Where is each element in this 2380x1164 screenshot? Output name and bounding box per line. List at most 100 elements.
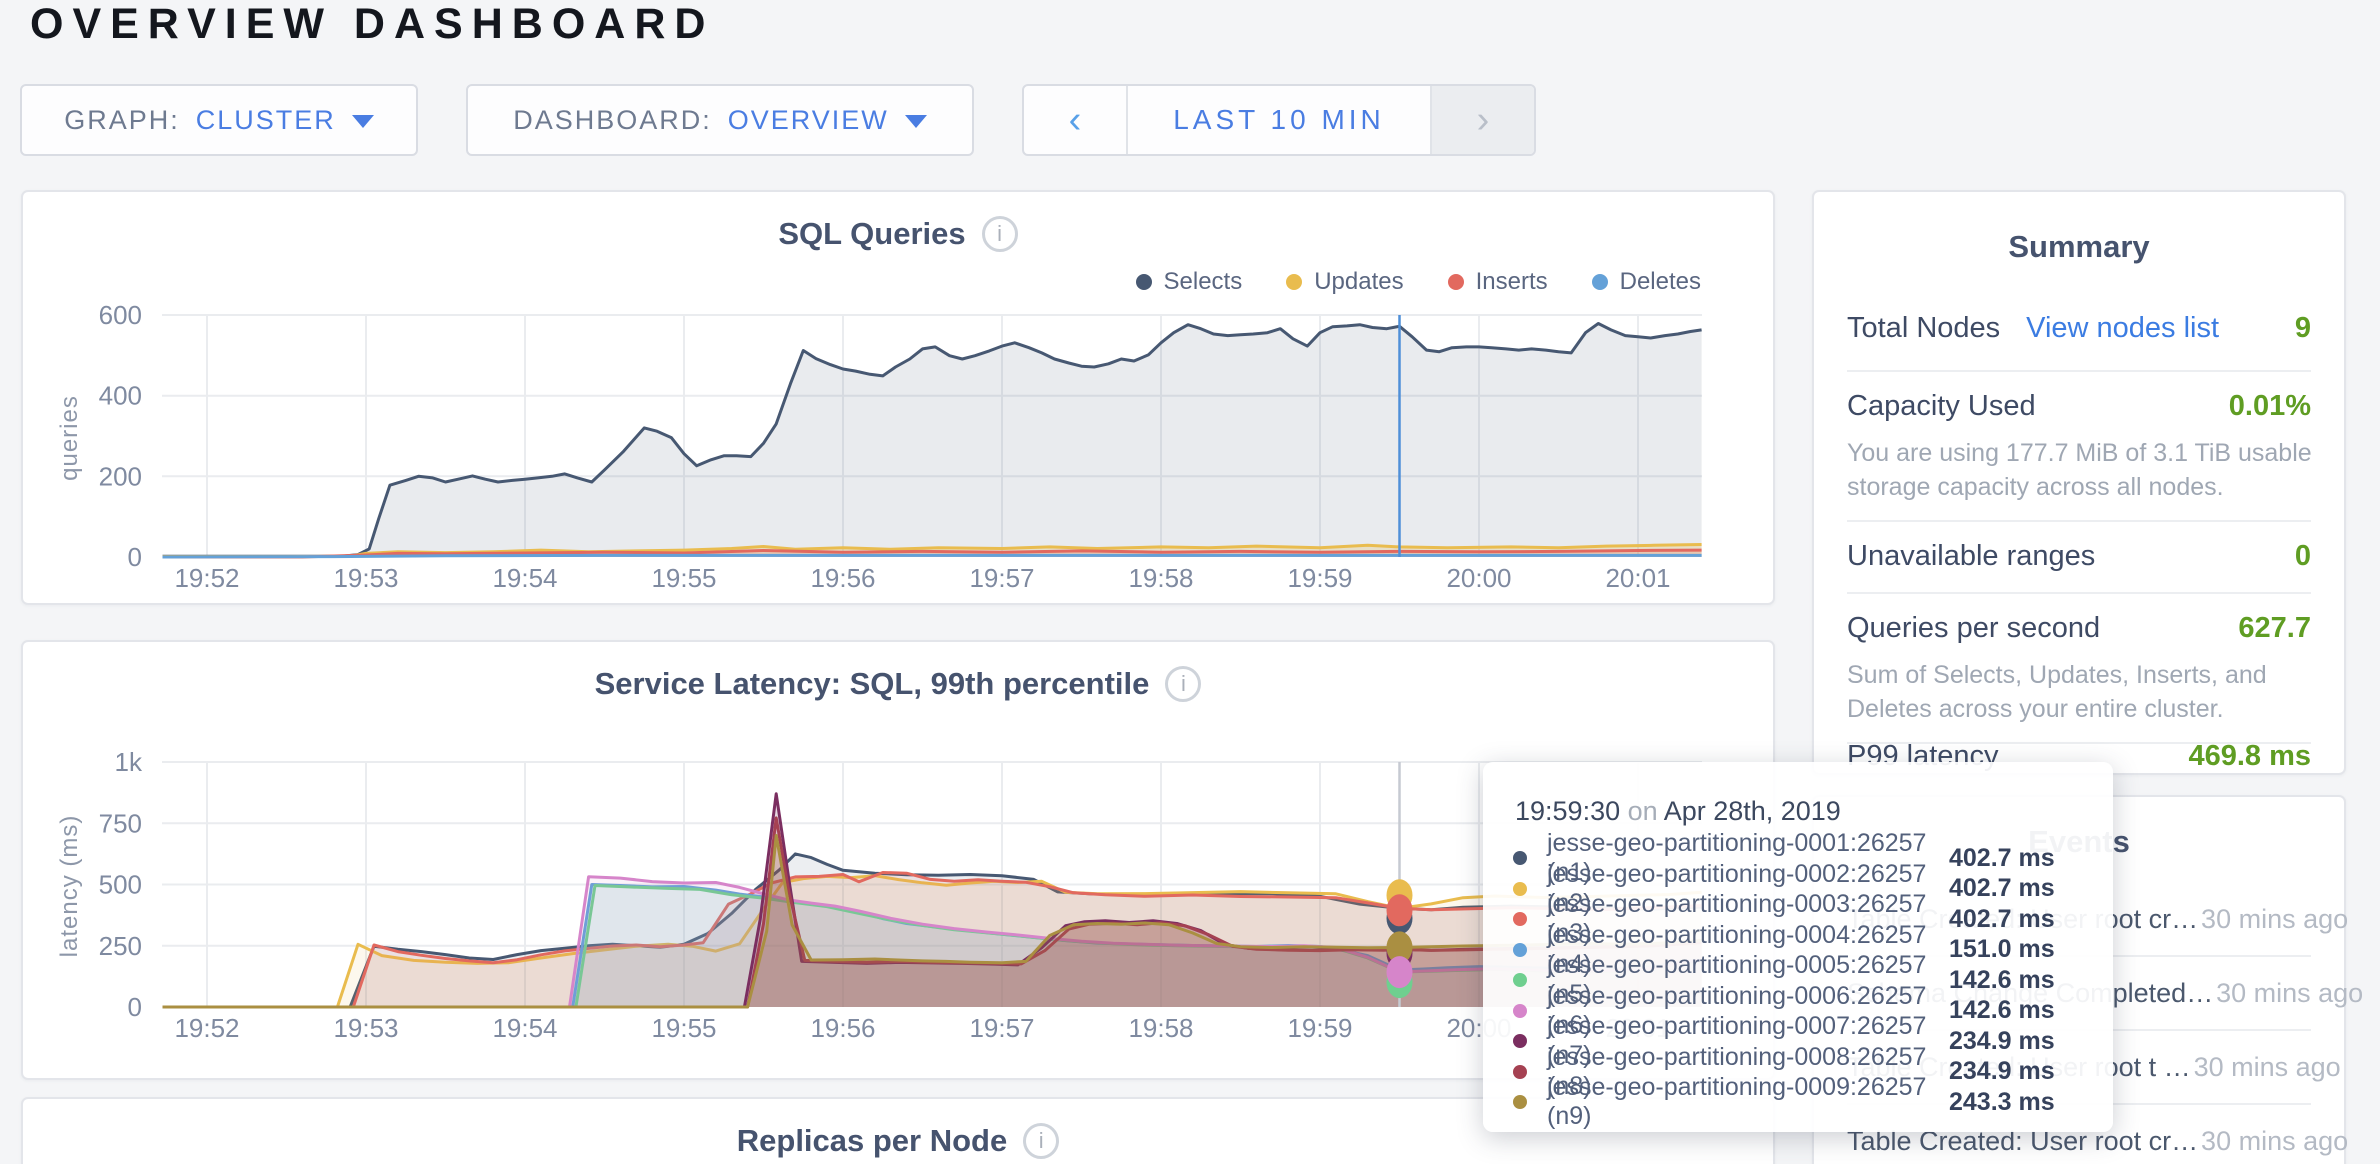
tooltip-node-value: 142.6 ms bbox=[1949, 996, 2055, 1025]
legend-dot-icon bbox=[1591, 274, 1608, 290]
capacity-used-description: You are using 177.7 MiB of 3.1 TiB usabl… bbox=[1847, 439, 2312, 501]
chevron-down-icon bbox=[904, 115, 927, 128]
series-dot-icon bbox=[1513, 1003, 1527, 1018]
dashboard-dropdown-label: DASHBOARD: bbox=[513, 104, 712, 135]
series-dot-icon bbox=[1513, 1095, 1527, 1110]
tooltip-rows: jesse-geo-partitioning-0001:26257 (n1) 40… bbox=[1513, 829, 2083, 1130]
tooltip-node-value: 402.7 ms bbox=[1949, 904, 2055, 933]
legend-label: Updates bbox=[1314, 268, 1404, 295]
tooltip-row: jesse-geo-partitioning-0006:26257 (n6) 14… bbox=[1513, 982, 2083, 1039]
sql-queries-title: SQL Queries bbox=[23, 216, 1773, 252]
total-nodes-row: Total Nodes View nodes list 9 bbox=[1847, 312, 2311, 345]
legend-label: Deletes bbox=[1619, 268, 1701, 295]
event-time: 30 mins ago bbox=[2216, 977, 2364, 1008]
tooltip-row: jesse-geo-partitioning-0003:26257 (n3) 40… bbox=[1513, 890, 2083, 947]
series-dot-icon bbox=[1513, 973, 1527, 988]
chart-hover-tooltip: 19:59:30 on Apr 28th, 2019 jesse-geo-par… bbox=[1483, 762, 2113, 1132]
sql-queries-chart[interactable]: 19:52 19:53 19:54 19:55 19:56 19:57 19:58 19:59… bbox=[23, 192, 1777, 607]
divider bbox=[1847, 370, 2311, 372]
legend-item-updates[interactable]: Updates bbox=[1286, 268, 1404, 296]
info-icon[interactable] bbox=[981, 216, 1018, 252]
legend-label: Inserts bbox=[1475, 268, 1548, 295]
service-latency-card: Service Latency: SQL, 99th percentile la… bbox=[21, 640, 1775, 1080]
chevron-left-icon: ‹ bbox=[1068, 98, 1082, 141]
queries-per-second-value: 627.7 bbox=[2238, 612, 2311, 644]
capacity-used-row: Capacity Used 0.01% bbox=[1847, 390, 2311, 423]
svg-text:19:59: 19:59 bbox=[1287, 563, 1352, 593]
dashboard-dropdown-value: OVERVIEW bbox=[727, 104, 889, 135]
chevron-down-icon bbox=[351, 115, 374, 128]
event-time: 30 mins ago bbox=[2201, 1125, 2349, 1156]
svg-text:750: 750 bbox=[99, 808, 142, 838]
svg-text:20:00: 20:00 bbox=[1446, 563, 1511, 593]
service-latency-chart[interactable]: 19:52 19:53 19:54 19:55 19:56 19:57 19:58 19:59… bbox=[23, 642, 1777, 1082]
tooltip-node-name: jesse-geo-partitioning-0006:26257 (n6) bbox=[1547, 981, 1927, 1039]
svg-text:19:54: 19:54 bbox=[492, 1013, 557, 1043]
summary-panel: Summary Total Nodes View nodes list 9 Ca… bbox=[1812, 190, 2346, 775]
page-title: OVERVIEW DASHBOARD bbox=[30, 0, 715, 48]
svg-text:19:59: 19:59 bbox=[1287, 1013, 1352, 1043]
queries-per-second-label: Queries per second bbox=[1847, 612, 2101, 644]
svg-text:19:53: 19:53 bbox=[333, 563, 398, 593]
series-dot-icon bbox=[1513, 1064, 1527, 1079]
time-prev-button[interactable]: ‹ bbox=[1024, 86, 1128, 154]
graph-dropdown-value: CLUSTER bbox=[195, 104, 336, 135]
info-icon[interactable] bbox=[1023, 1123, 1060, 1159]
svg-text:19:55: 19:55 bbox=[651, 1013, 716, 1043]
summary-title: Summary bbox=[2008, 229, 2150, 264]
svg-text:20:01: 20:01 bbox=[1605, 563, 1670, 593]
tooltip-node-value: 234.9 ms bbox=[1949, 1026, 2055, 1055]
svg-text:0: 0 bbox=[128, 542, 142, 572]
replicas-per-node-title: Replicas per Node bbox=[23, 1123, 1773, 1159]
tooltip-row: jesse-geo-partitioning-0002:26257 (n2) 40… bbox=[1513, 860, 2083, 917]
tooltip-row: jesse-geo-partitioning-0001:26257 (n1) 40… bbox=[1513, 829, 2083, 886]
legend-item-inserts[interactable]: Inserts bbox=[1447, 268, 1548, 296]
capacity-used-label: Capacity Used bbox=[1847, 390, 2036, 422]
svg-text:19:54: 19:54 bbox=[492, 563, 557, 593]
event-time: 30 mins ago bbox=[2193, 1051, 2341, 1082]
series-dot-icon bbox=[1513, 912, 1527, 927]
svg-text:19:58: 19:58 bbox=[1128, 1013, 1193, 1043]
view-nodes-list-link[interactable]: View nodes list bbox=[2026, 312, 2220, 344]
tooltip-node-name: jesse-geo-partitioning-0005:26257 (n5) bbox=[1547, 951, 1927, 1009]
tooltip-row: jesse-geo-partitioning-0005:26257 (n5) 14… bbox=[1513, 951, 2083, 1008]
tooltip-node-name: jesse-geo-partitioning-0004:26257 (n4) bbox=[1547, 920, 1927, 978]
total-nodes-label: Total Nodes bbox=[1847, 312, 2001, 344]
time-range-label[interactable]: LAST 10 MIN bbox=[1173, 104, 1385, 135]
svg-text:1k: 1k bbox=[115, 747, 143, 777]
legend-item-selects[interactable]: Selects bbox=[1135, 268, 1242, 296]
tooltip-node-name: jesse-geo-partitioning-0001:26257 (n1) bbox=[1547, 829, 1927, 887]
tooltip-node-value: 151.0 ms bbox=[1949, 935, 2055, 964]
capacity-used-value: 0.01% bbox=[2228, 390, 2311, 422]
service-latency-title-text: Service Latency: SQL, 99th percentile bbox=[594, 666, 1150, 701]
legend-item-deletes[interactable]: Deletes bbox=[1591, 268, 1701, 296]
svg-text:0: 0 bbox=[128, 992, 142, 1022]
dashboard-dropdown[interactable]: DASHBOARD: OVERVIEW bbox=[466, 84, 974, 156]
tooltip-time: 19:59:30 bbox=[1515, 796, 1621, 826]
unavailable-ranges-row: Unavailable ranges 0 bbox=[1847, 540, 2311, 573]
tooltip-timestamp: 19:59:30 on Apr 28th, 2019 bbox=[1515, 796, 2083, 827]
svg-text:250: 250 bbox=[99, 931, 142, 961]
legend-dot-icon bbox=[1447, 274, 1464, 290]
svg-text:400: 400 bbox=[99, 381, 142, 411]
chevron-right-icon: › bbox=[1476, 98, 1490, 141]
series-dot-icon bbox=[1513, 942, 1527, 957]
graph-dropdown[interactable]: GRAPH: CLUSTER bbox=[20, 84, 418, 156]
info-icon[interactable] bbox=[1165, 666, 1202, 702]
svg-text:19:52: 19:52 bbox=[174, 563, 239, 593]
tooltip-date: Apr 28th, 2019 bbox=[1663, 796, 1841, 826]
tooltip-node-value: 234.9 ms bbox=[1949, 1057, 2055, 1086]
svg-text:19:58: 19:58 bbox=[1128, 563, 1193, 593]
series-dot-icon bbox=[1513, 851, 1527, 866]
time-next-button[interactable]: › bbox=[1430, 86, 1534, 154]
tooltip-node-name: jesse-geo-partitioning-0007:26257 (n7) bbox=[1547, 1012, 1927, 1070]
svg-text:19:52: 19:52 bbox=[174, 1013, 239, 1043]
tooltip-node-value: 402.7 ms bbox=[1949, 843, 2055, 872]
svg-text:19:55: 19:55 bbox=[651, 563, 716, 593]
unavailable-ranges-label: Unavailable ranges bbox=[1847, 540, 2096, 572]
tooltip-node-name: jesse-geo-partitioning-0009:26257 (n9) bbox=[1547, 1073, 1927, 1131]
service-latency-title: Service Latency: SQL, 99th percentile bbox=[23, 666, 1773, 702]
replicas-per-node-title-text: Replicas per Node bbox=[736, 1123, 1008, 1158]
svg-text:200: 200 bbox=[99, 461, 142, 491]
